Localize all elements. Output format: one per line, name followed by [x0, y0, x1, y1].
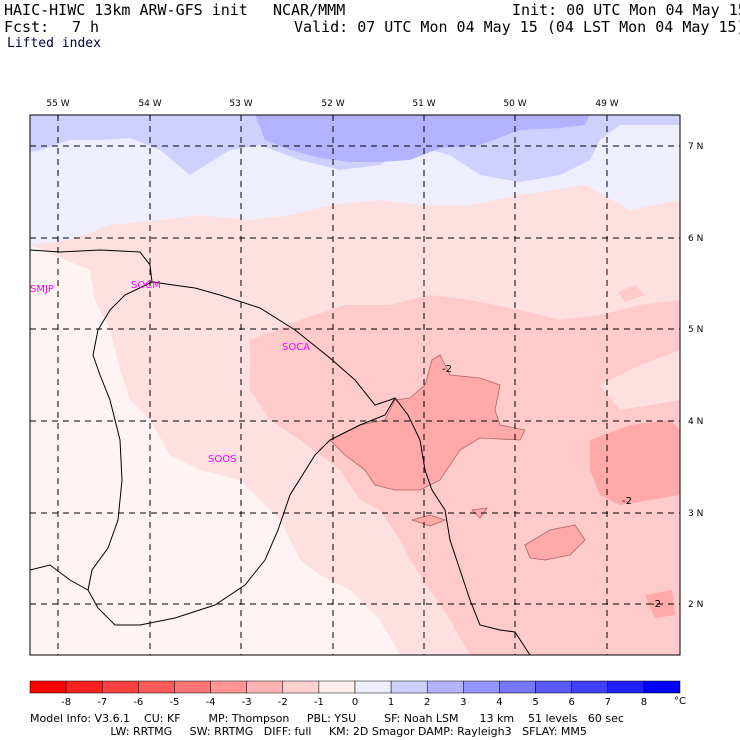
field-zone-minus2-ne [618, 285, 645, 302]
colorbar-swatch [607, 680, 645, 694]
model-info-line1: Model Info: V3.6.1 CU: KF MP: Thompson P… [30, 712, 624, 725]
colorbar-swatch [643, 680, 681, 694]
contour-label: -2 [442, 364, 452, 375]
shaded-field [30, 115, 680, 655]
colorbar-swatch [174, 680, 211, 694]
latitude-labels: 7 N 6 N 5 N 4 N 3 N 2 N [688, 142, 703, 610]
contour-label: -2 [651, 599, 661, 610]
colorbar [29, 680, 681, 694]
colorbar-swatch [426, 680, 464, 694]
organization-label: NCAR/MMM [273, 1, 346, 19]
colorbar-tick-label: 8 [641, 697, 647, 708]
field-zone-minus3-east [590, 420, 680, 505]
coastline-border [30, 249, 531, 655]
colorbar-swatch [246, 680, 284, 694]
latitude-label: 2 N [688, 600, 703, 610]
colorbar-swatch [571, 680, 609, 694]
longitude-label: 53 W [229, 99, 252, 109]
colorbar-tick-label: -7 [97, 697, 107, 708]
valid-time: Valid: 07 UTC Mon 04 May 15 (04 LST Mon … [294, 18, 740, 36]
longitude-label: 51 W [412, 99, 435, 109]
field-zone-minus3-central [330, 355, 525, 490]
field-zone-plains [30, 245, 400, 655]
model-info-line2: LW: RRTMG SW: RRTMG DIFF: full KM: 2D Sm… [30, 725, 587, 738]
latitude-label: 3 N [688, 509, 703, 519]
station-label-smjp: SMJP [30, 284, 54, 295]
field-zone-minus1-east [600, 350, 680, 410]
colorbar-tick-label: 3 [460, 697, 466, 708]
colorbar-tick-label: -1 [314, 697, 324, 708]
contour-line-central [329, 354, 526, 491]
field-name: Lifted index [7, 36, 101, 51]
colorbar-tick-label: -6 [133, 697, 143, 708]
longitude-label: 54 W [138, 99, 161, 109]
field-zone-minus3-small2 [472, 508, 487, 518]
colorbar-swatch [318, 680, 356, 694]
latitude-label: 4 N [688, 417, 703, 427]
model-title: HAIC-HIWC 13km ARW-GFS init [4, 1, 248, 19]
colorbar-tick-label: -2 [278, 697, 288, 708]
longitude-label: 49 W [595, 99, 618, 109]
colorbar-swatch [65, 680, 103, 694]
colorbar-swatch [282, 680, 320, 694]
latlon-grid [30, 115, 680, 655]
colorbar-swatch [138, 680, 175, 694]
colorbar-swatch [29, 680, 67, 694]
colorbar-swatch [101, 680, 139, 694]
contour-label: -2 [622, 496, 632, 507]
colorbar-tick-label: 4 [496, 697, 502, 708]
colorbar-tick-label: -5 [169, 697, 179, 708]
colorbar-unit: °C [674, 696, 686, 707]
forecast-label: Fcst: [4, 18, 50, 36]
station-label-soos: SOOS [208, 454, 236, 465]
colorbar-labels: -8 -7 -6 -5 -4 -3 -2 -1 0 1 2 3 4 5 6 7 8 [61, 697, 647, 708]
forecast-hour: 7 h [72, 18, 100, 36]
colorbar-tick-label: 1 [388, 697, 394, 708]
field-zone-minus3-south [525, 525, 585, 560]
longitude-label: 55 W [46, 99, 69, 109]
longitude-label: 52 W [321, 99, 344, 109]
colorbar-tick-label: 5 [532, 697, 538, 708]
latitude-label: 5 N [688, 325, 703, 335]
map-frame [29, 114, 681, 656]
colorbar-tick-label: -3 [242, 697, 252, 708]
init-time: Init: 00 UTC Mon 04 May 15 [512, 1, 740, 19]
colorbar-tick-label: 2 [424, 697, 430, 708]
colorbar-tick-label: -8 [61, 697, 71, 708]
station-label-socm: SOCM [131, 280, 161, 291]
colorbar-swatch [535, 680, 572, 694]
station-label-soca: SOCA [282, 342, 310, 353]
longitude-label: 50 W [503, 99, 526, 109]
colorbar-swatch [354, 680, 392, 694]
border-southwest [30, 564, 89, 591]
colorbar-tick-label: 7 [605, 697, 611, 708]
colorbar-swatch [210, 680, 247, 694]
colorbar-tick-label: -4 [206, 697, 216, 708]
latitude-label: 6 N [688, 234, 703, 244]
colorbar-tick-label: 6 [568, 697, 574, 708]
field-zone-minus2 [250, 295, 680, 655]
colorbar-swatch [463, 680, 500, 694]
latitude-label: 7 N [688, 142, 703, 152]
field-zone-2-to-3 [255, 115, 590, 162]
colorbar-swatch [390, 680, 428, 694]
border-guiana [87, 281, 396, 626]
colorbar-tick-label: 0 [352, 697, 358, 708]
contour-line-south [524, 524, 586, 561]
longitude-labels: 55 W 54 W 53 W 52 W 51 W 50 W 49 W [46, 99, 618, 109]
colorbar-swatch [499, 680, 536, 694]
